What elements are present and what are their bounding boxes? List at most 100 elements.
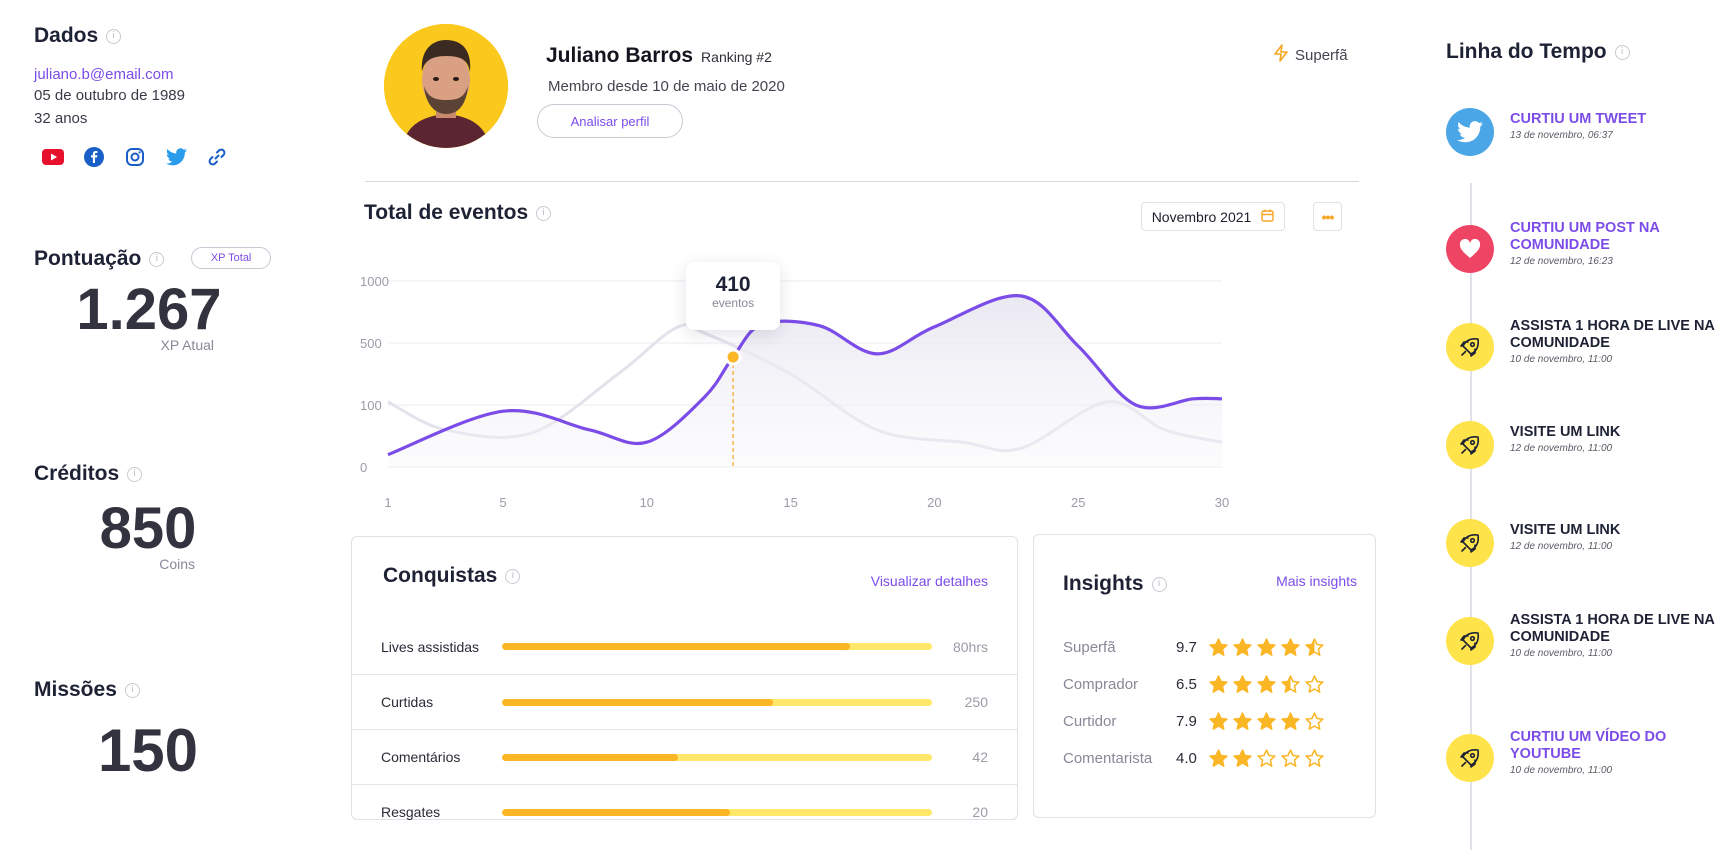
achievement-row: Resgates 20 <box>352 784 1017 839</box>
star-empty-icon <box>1281 749 1300 767</box>
x-tick-label: 10 <box>640 495 654 510</box>
calendar-icon <box>1261 209 1275 225</box>
achievement-row: Comentários 42 <box>352 729 1017 784</box>
star-rating <box>1209 712 1324 730</box>
twitter-icon <box>1457 121 1483 143</box>
rocket-icon <box>1459 336 1481 358</box>
more-options-button[interactable]: ••• <box>1313 202 1342 231</box>
chart-tooltip: 410 eventos <box>686 261 781 330</box>
timeline-item[interactable]: VISITE UM LINK 12 de novembro, 11:00 <box>1510 522 1725 552</box>
insight-score: 7.9 <box>1176 712 1197 730</box>
tooltip-label: eventos <box>712 295 755 310</box>
social-links <box>42 146 228 168</box>
dados-title: Dados i <box>34 24 228 48</box>
x-tick-label: 15 <box>783 495 797 510</box>
timeline-icon <box>1446 225 1494 273</box>
achievement-row: Lives assistidas 80hrs <box>352 619 1017 674</box>
missions-value: 150 <box>97 717 199 784</box>
info-icon[interactable]: i <box>124 682 140 698</box>
insight-score: 6.5 <box>1176 675 1197 693</box>
facebook-icon[interactable] <box>83 146 105 168</box>
insight-score: 4.0 <box>1176 749 1197 767</box>
timeline-icon <box>1446 323 1494 371</box>
missoes-title: Missões i <box>34 678 334 702</box>
timeline-icon <box>1446 108 1494 156</box>
timeline-icon <box>1446 421 1494 469</box>
email-link[interactable]: juliano.b@email.com <box>34 66 174 83</box>
timeline-item-time: 10 de novembro, 11:00 <box>1510 647 1613 659</box>
star-full-icon <box>1257 638 1276 656</box>
info-icon[interactable]: i <box>1151 576 1167 592</box>
instagram-icon[interactable] <box>124 146 146 168</box>
achievement-label: Curtidas <box>381 694 434 710</box>
star-empty-icon <box>1257 749 1276 767</box>
info-icon[interactable]: i <box>505 568 521 584</box>
events-title: Total de eventos i <box>364 201 552 225</box>
info-icon[interactable]: i <box>149 251 165 267</box>
info-icon[interactable]: i <box>536 205 552 221</box>
tooltip-value: 410 <box>715 272 751 296</box>
view-details-link[interactable]: Visualizar detalhes <box>870 573 988 589</box>
timeline-item[interactable]: ASSISTA 1 HORA DE LIVE NA COMUNIDADE 10 d… <box>1510 318 1725 365</box>
insight-row: Comentarista 4.0 <box>1063 749 1324 767</box>
timeline-item-time: 10 de novembro, 11:00 <box>1510 764 1613 776</box>
lightning-icon <box>1273 44 1289 66</box>
star-half-icon <box>1305 638 1324 656</box>
xp-label: XP Atual <box>160 337 214 353</box>
y-tick-label: 100 <box>360 398 382 413</box>
timeline-item[interactable]: VISITE UM LINK 12 de novembro, 11:00 <box>1510 424 1725 454</box>
timeline-icon <box>1446 519 1494 567</box>
star-full-icon <box>1233 749 1252 767</box>
star-full-icon <box>1233 675 1252 693</box>
twitter-icon[interactable] <box>165 146 187 168</box>
timeline-item-label: ASSISTA 1 HORA DE LIVE NA COMUNIDADE <box>1510 317 1715 351</box>
insight-row: Comprador 6.5 <box>1063 675 1324 693</box>
timeline-item[interactable]: ASSISTA 1 HORA DE LIVE NA COMUNIDADE 10 d… <box>1510 612 1725 659</box>
timeline-item[interactable]: CURTIU UM POST NA COMUNIDADE 12 de novemb… <box>1510 220 1725 267</box>
star-empty-icon <box>1305 675 1324 693</box>
month-filter[interactable]: Novembro 2021 <box>1141 202 1285 231</box>
timeline-item[interactable]: CURTIU UM VÍDEO DO YOUTUBE 10 de novembro… <box>1510 729 1725 776</box>
timeline-item-time: 10 de novembro, 11:00 <box>1510 353 1613 365</box>
divider <box>365 181 1359 182</box>
y-tick-label: 1000 <box>360 274 389 289</box>
youtube-icon[interactable] <box>42 146 64 168</box>
insight-row: Superfã 9.7 <box>1063 638 1324 656</box>
highlight-point[interactable] <box>724 348 742 366</box>
rocket-icon <box>1459 747 1481 769</box>
timeline-icon <box>1446 617 1494 665</box>
timeline-item-time: 12 de novembro, 16:23 <box>1510 255 1613 267</box>
info-icon[interactable]: i <box>106 28 122 44</box>
star-rating <box>1209 675 1324 693</box>
insight-row: Curtidor 7.9 <box>1063 712 1324 730</box>
star-full-icon <box>1209 638 1228 656</box>
achievement-progress-fill <box>502 753 679 761</box>
star-full-icon <box>1209 749 1228 767</box>
star-full-icon <box>1281 712 1300 730</box>
insights-title: Insights i <box>1063 572 1167 596</box>
analyze-profile-button[interactable]: Analisar perfil <box>537 104 683 138</box>
month-filter-label: Novembro 2021 <box>1151 208 1252 225</box>
missoes-section: Missões i 150 <box>34 678 334 782</box>
timeline-item[interactable]: CURTIU UM TWEET 13 de novembro, 06:37 <box>1510 111 1725 141</box>
profile-name: Juliano Barros Ranking #2 <box>546 44 772 67</box>
timeline-item-label: CURTIU UM VÍDEO DO YOUTUBE <box>1510 728 1667 762</box>
heart-icon <box>1459 239 1481 259</box>
insight-label: Superfã <box>1063 638 1116 656</box>
rocket-icon <box>1459 532 1481 554</box>
conquistas-card: Conquistas i Visualizar detalhes Lives as… <box>351 536 1018 820</box>
xp-total-pill[interactable]: XP Total <box>190 247 272 269</box>
link-icon[interactable] <box>206 146 228 168</box>
info-icon[interactable]: i <box>127 466 143 482</box>
star-rating <box>1209 638 1324 656</box>
star-full-icon <box>1257 675 1276 693</box>
timeline-item-label: VISITE UM LINK <box>1510 424 1621 440</box>
info-icon[interactable]: i <box>1614 44 1630 60</box>
x-tick-label: 30 <box>1215 495 1229 510</box>
pontuacao-section: Pontuação i XP Total 1.267 XP Atual <box>34 247 334 353</box>
timeline-line <box>1470 183 1472 850</box>
dados-section: Dados i juliano.b@email.com 05 de outubro… <box>34 24 228 168</box>
more-insights-link[interactable]: Mais insights <box>1276 573 1357 589</box>
achievement-progress-fill <box>502 698 773 706</box>
